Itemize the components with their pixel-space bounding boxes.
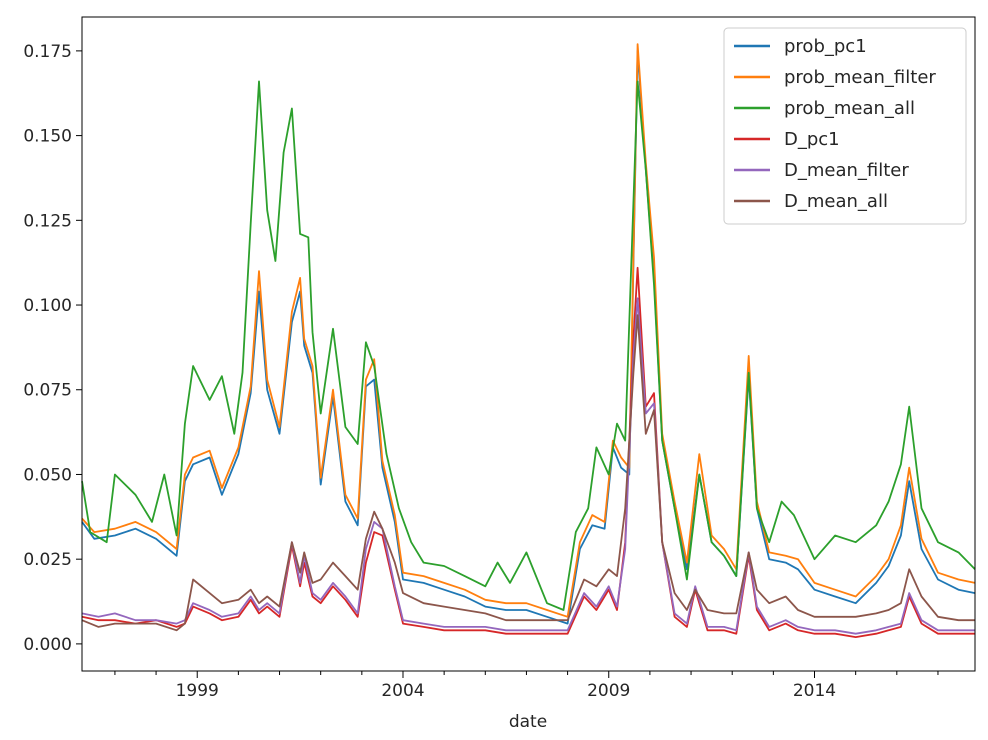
- x-tick-label: 2014: [793, 681, 836, 701]
- x-tick-label: 2009: [587, 681, 630, 701]
- y-tick-label: 0.100: [23, 296, 72, 316]
- legend-entry-label: D_pc1: [784, 129, 840, 150]
- y-tick-label: 0.050: [23, 465, 72, 485]
- x-tick-label: 1999: [176, 681, 219, 701]
- y-tick-label: 0.075: [23, 381, 72, 401]
- x-axis-label: date: [509, 712, 547, 732]
- series-layer: [81, 43, 976, 638]
- series-line-D-pc1: [81, 266, 975, 638]
- y-tick-label: 0.000: [23, 635, 72, 655]
- y-tick-label: 0.125: [23, 211, 72, 231]
- legend-entry-label: D_mean_all: [784, 191, 888, 212]
- legend-entry-label: D_mean_filter: [784, 160, 909, 181]
- y-tick-label: 0.150: [23, 127, 72, 147]
- x-axis: 1999 2004 2009 2014: [114, 671, 939, 701]
- y-axis: 0.000 0.025 0.050 0.075 0.100 0.125 0.150 0.175: [23, 42, 82, 655]
- legend-entry-label: prob_pc1: [784, 36, 867, 57]
- legend: prob_pc1 prob_mean_filter prob_mean_all D_p…: [723, 27, 967, 225]
- legend-box: [723, 27, 967, 225]
- legend-entry-label: prob_mean_all: [784, 98, 915, 119]
- y-tick-label: 0.025: [23, 550, 72, 570]
- series-line-D-mean-filter: [81, 297, 975, 635]
- series-line-D-mean-all: [81, 314, 975, 632]
- series-line-prob-mean-all: [81, 80, 976, 611]
- x-tick-label: 2004: [381, 681, 424, 701]
- y-tick-label: 0.175: [23, 42, 72, 62]
- plot-frame: [81, 16, 976, 672]
- legend-entry-label: prob_mean_filter: [784, 67, 936, 88]
- series-line-prob-mean-filter: [81, 43, 976, 618]
